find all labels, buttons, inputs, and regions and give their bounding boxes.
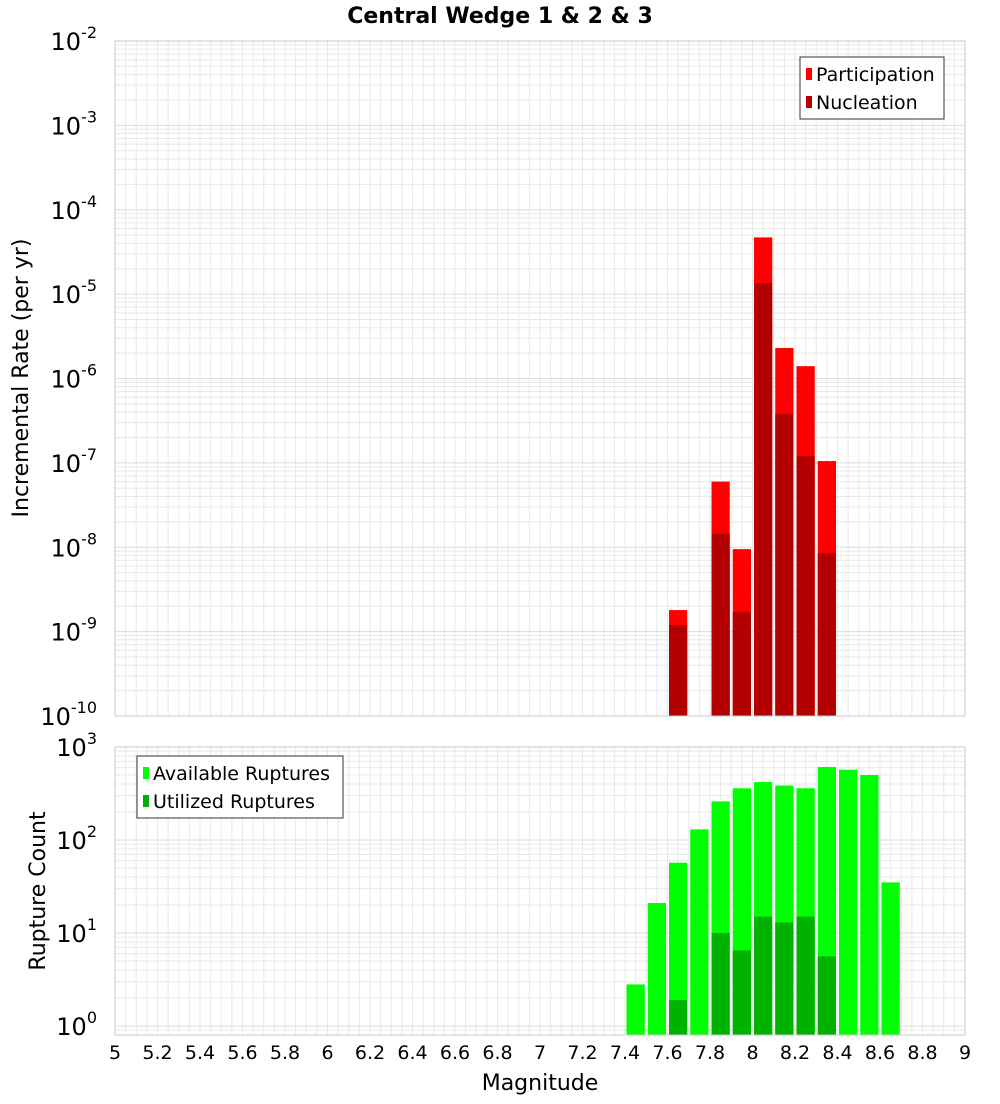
- top-y-tick-label: 10-4: [51, 192, 98, 225]
- top-y-tick-label: 10-10: [40, 698, 97, 731]
- x-tick-label: 7.8: [695, 1042, 725, 1064]
- bottom-y-tick-label: 100: [56, 1008, 97, 1041]
- x-tick-label: 7: [534, 1042, 546, 1064]
- chart-title: Central Wedge 1 & 2 & 3: [347, 4, 653, 29]
- x-tick-label: 5: [109, 1042, 121, 1064]
- x-tick-label: 8: [746, 1042, 758, 1064]
- x-tick-label: 7.6: [652, 1042, 682, 1064]
- bottom-plot-frame: [114, 746, 966, 1036]
- bottom-series-2: [669, 916, 836, 1035]
- top-y-tick-label: 10-6: [51, 361, 98, 394]
- top-bar: [669, 624, 688, 716]
- bottom-legend-swatch: [143, 795, 149, 807]
- x-tick-label: 6.8: [482, 1042, 512, 1064]
- top-bar: [754, 283, 773, 716]
- top-legend-swatch: [806, 68, 812, 80]
- bottom-bar: [626, 984, 645, 1035]
- top-y-tick-label: 10-5: [51, 276, 98, 309]
- x-tick-label: 5.6: [227, 1042, 257, 1064]
- x-tick-label: 8.6: [865, 1042, 895, 1064]
- bottom-legend-label: Available Ruptures: [153, 763, 330, 785]
- top-bar: [775, 413, 794, 716]
- top-y-tick-label: 10-7: [51, 445, 98, 478]
- x-tick-label: 6.4: [397, 1042, 427, 1064]
- x-axis-label: Magnitude: [482, 1071, 599, 1096]
- top-legend-label: Participation: [816, 64, 935, 86]
- x-tick-label: 9: [959, 1042, 971, 1064]
- top-bar: [732, 612, 751, 716]
- top-y-tick-label: 10-9: [51, 614, 98, 647]
- top-plot-frame: [114, 40, 966, 717]
- top-bar: [817, 553, 836, 716]
- top-legend-swatch: [806, 96, 812, 108]
- x-tick-label: 7.4: [610, 1042, 640, 1064]
- bottom-bar: [732, 950, 751, 1035]
- bottom-bar: [839, 769, 858, 1035]
- top-y-tick-label: 10-8: [51, 529, 98, 562]
- x-tick-label: 5.8: [270, 1042, 300, 1064]
- bottom-bar: [669, 1000, 688, 1035]
- bottom-y-tick-label: 101: [56, 915, 97, 948]
- bottom-y-axis-label: Rupture Count: [26, 811, 51, 971]
- top-legend-label: Nucleation: [816, 92, 918, 114]
- bottom-legend-swatch: [143, 767, 149, 779]
- x-tick-label: 8.8: [907, 1042, 937, 1064]
- bottom-bar: [647, 903, 666, 1035]
- top-legend-box: [799, 56, 945, 120]
- bottom-y-tick-label: 103: [56, 729, 97, 762]
- bottom-bar: [754, 916, 773, 1035]
- top-y-tick-label: 10-2: [51, 23, 98, 56]
- bottom-bar: [881, 882, 900, 1035]
- x-tick-label: 5.4: [185, 1042, 215, 1064]
- top-y-axis-label: Incremental Rate (per yr): [9, 239, 34, 518]
- top-grid: [114, 41, 966, 717]
- x-tick-label: 7.2: [567, 1042, 597, 1064]
- x-tick-label: 8.4: [822, 1042, 852, 1064]
- bottom-bar: [860, 774, 879, 1035]
- x-tick-labels: 5 5.2 5.4 5.6 5.8 6 6.2 6.4 6.6 6.8 7 7.2 7.4 7.6 7.8 8…: [109, 1042, 971, 1064]
- top-bar: [796, 456, 815, 716]
- x-tick-label: 6: [321, 1042, 333, 1064]
- x-tick-label: 8.2: [780, 1042, 810, 1064]
- x-tick-label: 6.2: [355, 1042, 385, 1064]
- bottom-y-tick-label: 102: [56, 822, 97, 855]
- bottom-bar: [817, 956, 836, 1035]
- top-y-tick-label: 10-3: [51, 107, 98, 140]
- bottom-bar: [669, 862, 688, 1035]
- bottom-bar: [690, 829, 709, 1035]
- top-bar: [711, 533, 730, 716]
- top-series-2: [669, 283, 836, 716]
- x-tick-label: 5.2: [142, 1042, 172, 1064]
- bottom-legend-box: [136, 755, 344, 819]
- top-legend: Participation Nucleation: [799, 56, 945, 120]
- x-tick-label: 6.6: [440, 1042, 470, 1064]
- bottom-bar: [775, 922, 794, 1035]
- bottom-bar: [796, 916, 815, 1035]
- bottom-legend: Available Ruptures Utilized Ruptures: [136, 755, 344, 819]
- bottom-bar: [711, 932, 730, 1035]
- bottom-legend-label: Utilized Ruptures: [153, 791, 315, 813]
